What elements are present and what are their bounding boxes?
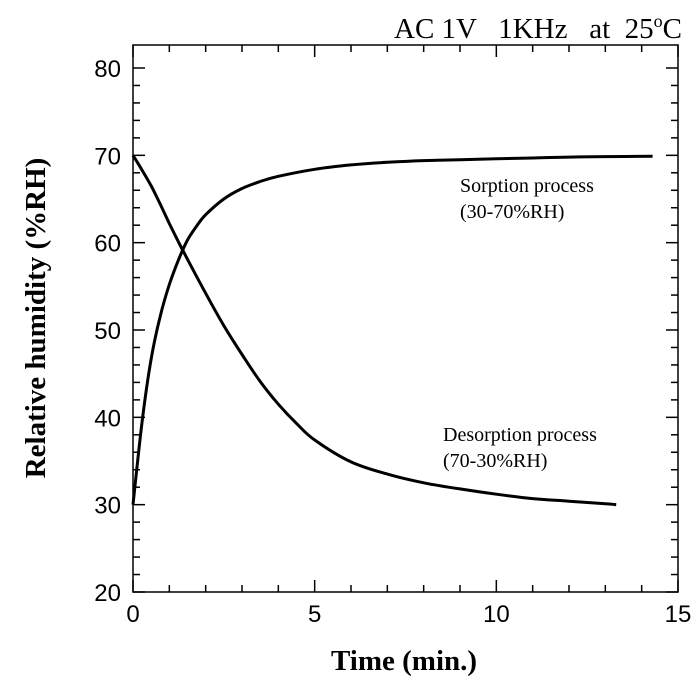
- sorption-range-label: (30-70%RH): [460, 201, 564, 223]
- y-tick-label: 80: [94, 56, 121, 83]
- y-axis-ticks: 20 30 40 50 60 70 80: [94, 56, 678, 607]
- x-axis-ticks: 0 5 10 15: [126, 45, 691, 628]
- x-tick-label: 10: [483, 601, 510, 628]
- y-tick-label: 70: [94, 143, 121, 170]
- sorption-label: Sorption process: [460, 175, 594, 197]
- y-axis-label: Relative humidity (%RH): [20, 158, 52, 479]
- series-lines: [131, 154, 653, 507]
- x-tick-label: 5: [308, 601, 321, 628]
- x-axis-label: Time (min.): [331, 645, 477, 677]
- y-tick-label: 60: [94, 231, 121, 258]
- desorption-range-label: (70-30%RH): [443, 450, 547, 472]
- sorption-curve: [131, 154, 653, 505]
- desorption-curve: [131, 154, 617, 507]
- y-tick-label: 30: [94, 493, 121, 520]
- y-tick-label: 40: [94, 405, 121, 432]
- plot-frame: [132, 44, 679, 593]
- x-tick-label: 15: [665, 601, 691, 628]
- desorption-label: Desorption process: [443, 424, 597, 446]
- chart-title: AC 1V 1KHz at 25oC: [394, 11, 682, 45]
- x-tick-label: 0: [126, 601, 139, 628]
- y-tick-label: 50: [94, 318, 121, 345]
- y-tick-label: 20: [94, 580, 121, 607]
